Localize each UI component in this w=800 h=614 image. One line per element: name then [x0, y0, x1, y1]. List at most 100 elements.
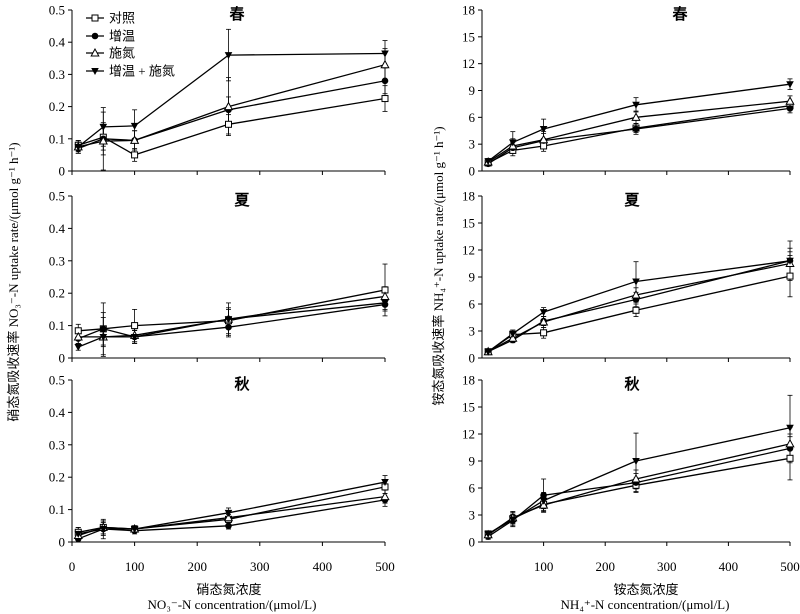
data-point — [100, 325, 107, 333]
y-tick-label: 0 — [469, 351, 476, 366]
series-line — [487, 443, 791, 536]
y-tick-label: 0.2 — [49, 286, 65, 301]
data-point — [224, 316, 233, 324]
panel-title: 秋 — [624, 375, 640, 393]
data-point — [129, 135, 140, 144]
chart-panel: 0 3 6 9 12 15 18 夏 — [462, 189, 795, 366]
y-tick-label: 0.2 — [49, 470, 65, 485]
legend-item: 对照 — [86, 11, 135, 26]
legend-marker — [91, 14, 99, 22]
x-axis-title-left-cn: 硝态氮浓度 — [196, 582, 261, 597]
data-point — [484, 348, 492, 356]
y-tick-label: 0 — [469, 535, 476, 550]
y-tick-label: 0.3 — [49, 67, 65, 82]
data-point — [223, 101, 234, 111]
data-point — [786, 454, 794, 462]
panel-title: 春 — [229, 5, 244, 23]
y-tick-label: 9 — [469, 83, 476, 98]
data-point — [632, 101, 640, 109]
data-point — [785, 438, 795, 448]
y-tick-label: 0.4 — [49, 35, 66, 50]
x-tick-label: 200 — [595, 559, 615, 574]
series-line — [487, 83, 791, 162]
x-tick-label: 300 — [657, 559, 677, 574]
data-point — [539, 125, 548, 133]
data-point — [632, 278, 640, 286]
y-tick-label: 0.5 — [49, 3, 65, 18]
x-tick-label: 400 — [719, 559, 739, 574]
y-tick-label: 0 — [59, 535, 66, 550]
data-point — [632, 306, 640, 314]
data-point — [632, 125, 640, 133]
y-tick-label: 0.1 — [49, 502, 65, 517]
y-tick-label: 12 — [462, 427, 475, 442]
y-tick-label: 0.5 — [49, 373, 65, 388]
y-tick-label: 0.1 — [49, 318, 65, 333]
legend-item: 增温 — [86, 29, 135, 44]
data-point — [99, 526, 108, 534]
y-tick-label: 0.3 — [49, 253, 65, 268]
y-tick-label: 0 — [59, 351, 66, 366]
data-point — [786, 424, 794, 432]
legend-label: 对照 — [109, 11, 135, 26]
data-point — [223, 512, 234, 522]
data-point — [130, 526, 139, 534]
y-tick-label: 6 — [469, 297, 476, 312]
data-point — [786, 81, 794, 89]
data-point — [225, 522, 232, 530]
x-tick-label: 400 — [313, 559, 333, 574]
y-tick-label: 9 — [469, 270, 476, 285]
data-point — [631, 112, 641, 121]
x-tick-label: 0 — [69, 559, 76, 574]
chart-panel: 0 3 6 9 12 15 18 100 200 300 400 500 秋 — [462, 373, 800, 575]
series-line — [487, 457, 791, 535]
data-point — [381, 50, 389, 58]
x-axis-title-right-en: NH₄⁺-N concentration/(μmol/L) — [561, 597, 730, 612]
legend-marker — [91, 32, 99, 40]
panel-title: 秋 — [234, 375, 250, 393]
y-tick-label: 18 — [462, 189, 475, 204]
y-tick-label: 12 — [462, 243, 475, 258]
legend-marker — [90, 47, 100, 57]
series-line — [78, 80, 386, 150]
data-point — [380, 59, 390, 69]
data-point — [484, 530, 492, 538]
data-point — [539, 497, 548, 505]
data-point — [381, 479, 389, 487]
data-point — [785, 96, 795, 105]
data-point — [381, 77, 389, 85]
data-point — [786, 105, 794, 112]
x-axis-title-right-cn: 铵态氮浓度 — [613, 582, 678, 597]
y-tick-label: 0.2 — [49, 99, 65, 114]
panel-title: 夏 — [623, 192, 640, 209]
data-point — [631, 473, 641, 483]
chart-panel: 0 3 6 9 12 15 18 春 — [462, 3, 795, 179]
data-point — [224, 509, 233, 517]
legend-marker — [91, 68, 99, 75]
data-point — [380, 291, 390, 300]
data-point — [632, 458, 640, 465]
y-tick-label: 3 — [469, 137, 476, 152]
data-point — [539, 309, 548, 317]
y-tick-label: 0.4 — [49, 221, 66, 236]
y-tick-label: 0.1 — [49, 131, 65, 146]
data-point — [538, 316, 549, 326]
data-point — [74, 530, 83, 538]
series-line — [78, 302, 386, 348]
y-tick-label: 9 — [469, 454, 476, 469]
data-point — [381, 299, 389, 307]
data-point — [786, 272, 794, 280]
legend-label: 增温 + 施氮 — [109, 64, 175, 79]
legend-label: 施氮 — [109, 46, 135, 61]
data-point — [73, 331, 83, 341]
data-point — [509, 516, 517, 524]
series-line — [487, 260, 791, 353]
data-point — [131, 322, 139, 330]
series-line — [487, 447, 791, 538]
y-tick-label: 0.4 — [49, 405, 66, 420]
data-point — [538, 134, 549, 144]
chart-panels: 0 0.1 0.2 0.3 0.4 0.5 春 0 3 6 9 12 15 18 春 0 0.1 0.2 0.3 0.… — [49, 3, 800, 575]
y-tick-label: 3 — [469, 508, 476, 523]
